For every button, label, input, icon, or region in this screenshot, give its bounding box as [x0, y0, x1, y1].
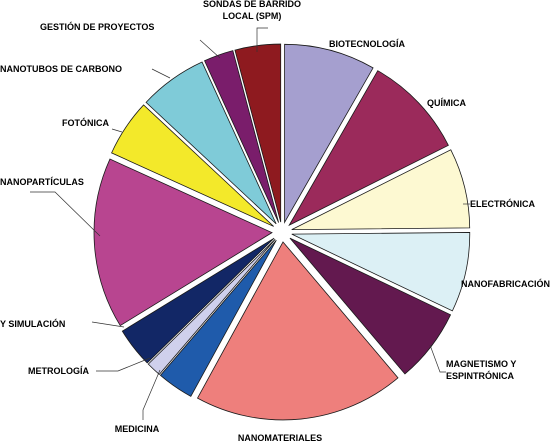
- pie-slice-14: [234, 43, 282, 223]
- slice-label-1: BIOTECNOLOGÍA: [329, 39, 405, 49]
- slice-label-7: MEDICINA: [115, 424, 160, 434]
- leader-line-11: [111, 128, 123, 133]
- pie-slice-13: [204, 50, 280, 223]
- pie-slice-8: [147, 239, 276, 375]
- slice-label-11: FOTÓNICA: [62, 117, 109, 128]
- pie-slice-10: [93, 158, 273, 327]
- slice-label-10: NANOPARTÍCULAS: [0, 177, 84, 187]
- pie-slice-3: [291, 149, 471, 231]
- slice-label-3: ELECTRÓNICA: [470, 198, 536, 209]
- leader-line-10: [30, 191, 101, 237]
- slice-label-12: NANOTUBOS DE CARBONO: [0, 64, 122, 74]
- slice-label-9: Y SIMULACIÓN: [0, 318, 65, 329]
- slice-label-4: NANOFABRICACIÓN: [461, 278, 550, 289]
- leader-line-7: [142, 369, 161, 420]
- pie-slice-7: [159, 239, 277, 397]
- pie-slice-9: [121, 237, 275, 364]
- pie-slice-2: [288, 70, 449, 227]
- pie-slice-11: [111, 104, 274, 227]
- leader-line-13: [199, 39, 221, 59]
- slice-label-14: SONDAS DE BARRIDO LOCAL (SPM): [203, 0, 301, 21]
- leader-line-9: [91, 321, 125, 328]
- leader-line-14: [256, 27, 268, 52]
- slice-label-5: MAGNETISMO Y ESPINTRÓNICA: [446, 359, 516, 381]
- leader-line-8: [96, 357, 151, 372]
- pie-slice-1: [284, 43, 374, 224]
- slice-label-13: GESTIÓN DE PROYECTOS: [40, 21, 154, 32]
- leader-line-12: [151, 68, 171, 79]
- pie-slice-6: [196, 241, 399, 421]
- slice-label-8: METROLOGÍA: [28, 366, 89, 376]
- slice-label-6: NANOMATERIALES: [238, 433, 322, 442]
- slice-label-2: QUÍMICA: [427, 98, 466, 108]
- pie-slice-4: [291, 232, 471, 312]
- pie-slice-12: [145, 61, 277, 225]
- leader-line-5: [429, 344, 446, 373]
